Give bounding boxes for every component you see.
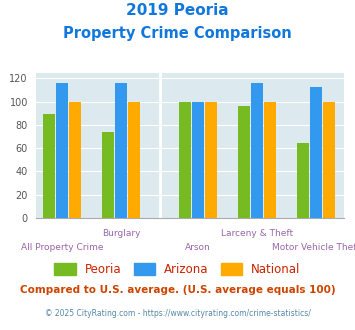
Legend: Peoria, Arizona, National: Peoria, Arizona, National (50, 258, 305, 281)
Bar (251, 83, 263, 218)
Bar (205, 102, 217, 218)
Bar (192, 102, 204, 218)
Text: All Property Crime: All Property Crime (21, 243, 103, 251)
Bar (297, 144, 309, 218)
Text: Motor Vehicle Theft: Motor Vehicle Theft (272, 243, 355, 251)
Text: Compared to U.S. average. (U.S. average equals 100): Compared to U.S. average. (U.S. average … (20, 285, 335, 295)
Bar (43, 115, 55, 218)
Bar (69, 102, 81, 218)
Bar (56, 83, 68, 218)
Bar (102, 132, 114, 218)
Text: Property Crime Comparison: Property Crime Comparison (63, 26, 292, 41)
Text: Arson: Arson (185, 243, 211, 251)
Bar (310, 86, 322, 218)
Bar (264, 102, 276, 218)
Text: 2019 Peoria: 2019 Peoria (126, 3, 229, 18)
Bar (128, 102, 140, 218)
Bar (323, 102, 335, 218)
Bar (179, 102, 191, 218)
Bar (115, 83, 127, 218)
Text: Larceny & Theft: Larceny & Theft (221, 229, 293, 238)
Bar (238, 106, 250, 218)
Text: © 2025 CityRating.com - https://www.cityrating.com/crime-statistics/: © 2025 CityRating.com - https://www.city… (45, 309, 310, 317)
Text: Burglary: Burglary (102, 229, 140, 238)
